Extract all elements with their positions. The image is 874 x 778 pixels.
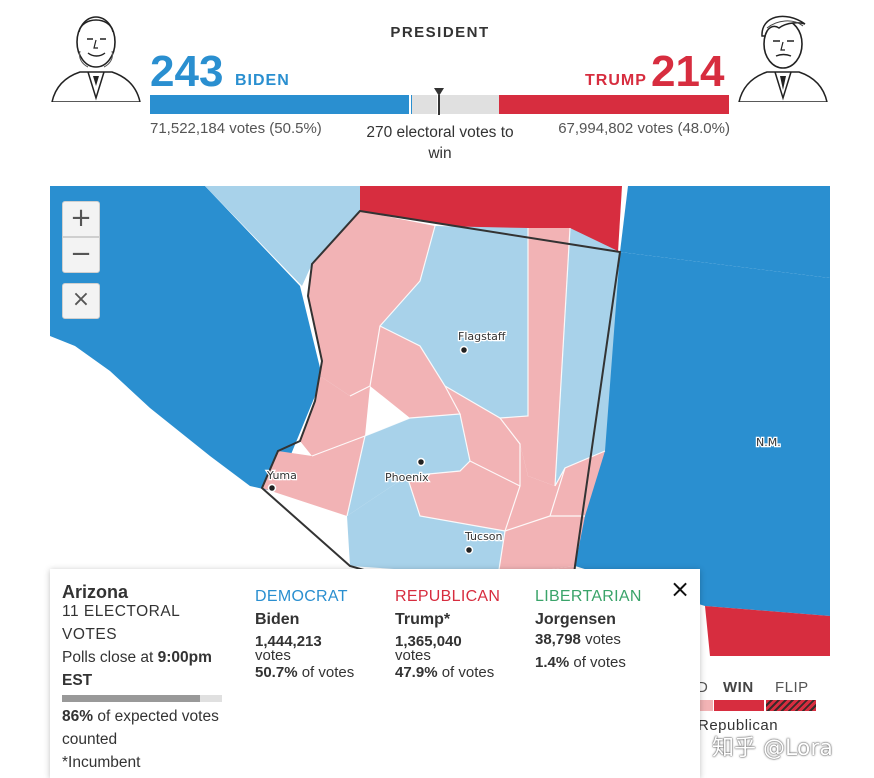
trump-electoral-count: 214 [651,47,725,96]
yuma-label: Yuma [266,469,297,482]
zoom-in-button[interactable]: + [62,201,100,237]
expected-votes-progress-fill [62,695,200,702]
trump-portrait [737,6,829,103]
tooltip-electoral-votes: 11 ELECTORAL VOTES [62,603,180,643]
close-tooltip-button[interactable]: × [670,575,691,603]
candidate-name: Jorgensen [535,611,616,628]
legend-win-swatch [714,700,764,711]
biden-popular-votes: 71,522,184 votes (50.5%) [150,120,322,137]
polls-close-prefix: Polls close at [62,649,158,666]
tooltip-expected-votes: 86% of expected votes counted [62,705,227,751]
candidate-column-libertarian: LIBERTARIAN Jorgensen 38,798 votes 1.4% … [535,588,675,674]
legend-party-label: Republican [698,717,779,734]
candidate-votes: 38,798 [535,631,581,648]
candidate-pct: 1.4% [535,654,570,671]
electoral-bar-democrat [150,95,412,114]
candidate-votes: 1,444,213 [255,633,322,650]
candidate-votes-unit: votes [395,647,431,664]
tucson-label: Tucson [464,530,503,543]
candidate-pct: 47.9% [395,664,438,681]
polls-close-time: 9:00pm EST [62,649,212,689]
watermark-text: 知乎 @Lora [712,736,833,761]
expected-suffix: of expected votes counted [62,708,219,748]
biden-electoral-count: 243 [150,47,224,96]
legend-flip-swatch [766,700,816,711]
tucson-marker [464,545,474,555]
tooltip-polls-close: Polls close at 9:00pm EST [62,646,232,692]
candidate-pct: 50.7% [255,664,298,681]
phoenix-marker [416,457,426,467]
candidate-votes: 1,365,040 [395,633,462,650]
legend-win-label: WIN [723,679,754,696]
candidate-pct-suffix: of votes [301,664,355,681]
candidate-column-democrat: DEMOCRAT Biden 1,444,213 votes 50.7% of … [255,588,380,680]
win-threshold-line [438,95,440,115]
electoral-bar-republican [498,95,729,114]
win-threshold-label: 270 electoral votes to win [366,124,514,162]
candidate-votes-unit: votes [585,631,621,648]
trump-name: TRUMP [585,72,647,89]
party-label: DEMOCRAT [255,588,348,605]
flagstaff-marker [459,345,469,355]
yuma-marker [267,483,277,493]
incumbent-note: *Incumbent [62,754,141,771]
state-results-tooltip: × Arizona 11 ELECTORAL VOTES Polls close… [50,569,700,778]
nm-state-label: N.M. [756,436,781,449]
reset-map-button[interactable]: × [62,283,100,319]
candidate-pct-suffix: of votes [441,664,495,681]
legend-lead-label: D [697,679,709,696]
win-threshold-marker [434,88,444,96]
party-label: REPUBLICAN [395,588,501,605]
trump-popular-votes: 67,994,802 votes (48.0%) [558,120,730,137]
expected-votes-progress [62,695,222,702]
biden-portrait [50,6,142,103]
flagstaff-label: Flagstaff [458,330,506,343]
candidate-pct-suffix: of votes [573,654,626,671]
legend-flip-label: FLIP [775,679,809,696]
phoenix-label: Phoenix [385,471,429,484]
bar-segment-divider [409,95,411,114]
biden-name: BIDEN [235,72,290,89]
candidate-name: Trump* [395,611,451,628]
candidate-name: Biden [255,611,300,628]
candidate-column-republican: REPUBLICAN Trump* 1,365,040 votes 47.9% … [395,588,520,680]
legend-lead-swatch [697,700,713,711]
party-label: LIBERTARIAN [535,588,642,605]
zoom-out-button[interactable]: − [62,237,100,273]
tooltip-state-name: Arizona [62,582,129,602]
race-title: PRESIDENT [390,24,490,41]
expected-pct: 86% [62,708,94,725]
candidate-votes-unit: votes [255,647,291,664]
